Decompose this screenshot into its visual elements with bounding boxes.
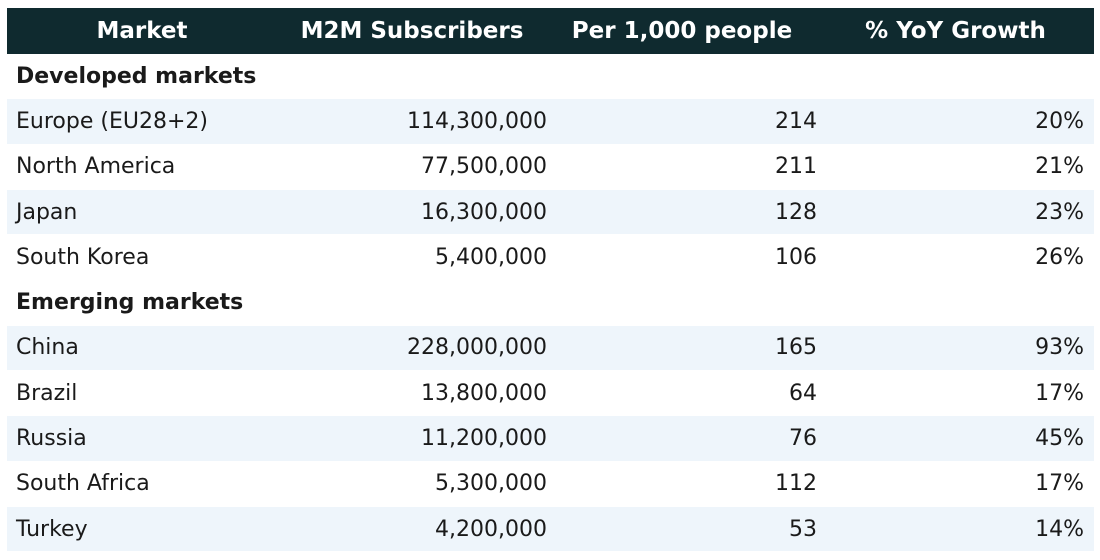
per-thousand-cell: 53 (789, 516, 817, 542)
per-thousand-cell: 76 (789, 426, 817, 452)
table-row: Brazil 13,800,000 64 17% (7, 371, 1094, 417)
market-cell: Brazil (16, 380, 78, 406)
m2m-subscribers-table: Market M2M Subscribers Per 1,000 people … (7, 8, 1094, 553)
per-thousand-cell: 112 (775, 471, 817, 497)
table-header-row: Market M2M Subscribers Per 1,000 people … (7, 8, 1094, 54)
market-cell: South Africa (16, 471, 150, 497)
growth-cell: 14% (1035, 516, 1084, 542)
table-row: Russia 11,200,000 76 45% (7, 416, 1094, 462)
growth-cell: 17% (1035, 471, 1084, 497)
per-thousand-cell: 211 (775, 154, 817, 180)
subscribers-cell: 5,400,000 (435, 244, 547, 270)
market-cell: South Korea (16, 244, 150, 270)
growth-cell: 23% (1035, 199, 1084, 225)
market-cell: Japan (16, 199, 78, 225)
growth-cell: 20% (1035, 108, 1084, 134)
growth-cell: 45% (1035, 426, 1084, 452)
subscribers-cell: 11,200,000 (421, 426, 547, 452)
column-header-subscribers: M2M Subscribers (300, 18, 524, 44)
per-thousand-cell: 128 (775, 199, 817, 225)
market-cell: Turkey (16, 516, 88, 542)
column-header-growth: % YoY Growth (865, 18, 1046, 44)
table-row: South Africa 5,300,000 112 17% (7, 461, 1094, 507)
subscribers-cell: 228,000,000 (407, 335, 547, 361)
section-header-emerging: Emerging markets (7, 280, 1094, 326)
market-cell: China (16, 335, 79, 361)
column-header-market: Market (96, 18, 188, 44)
subscribers-cell: 114,300,000 (407, 108, 547, 134)
table-row: Japan 16,300,000 128 23% (7, 189, 1094, 236)
market-cell: North America (16, 154, 176, 180)
subscribers-cell: 13,800,000 (421, 380, 547, 406)
subscribers-cell: 16,300,000 (421, 199, 547, 225)
per-thousand-cell: 165 (775, 335, 817, 361)
per-thousand-cell: 214 (775, 108, 817, 134)
table-row: Turkey 4,200,000 53 14% (7, 506, 1094, 553)
subscribers-cell: 5,300,000 (435, 471, 547, 497)
section-title: Emerging markets (16, 290, 244, 316)
growth-cell: 93% (1035, 335, 1084, 361)
table-row: South Korea 5,400,000 106 26% (7, 235, 1094, 281)
growth-cell: 26% (1035, 244, 1084, 270)
per-thousand-cell: 106 (775, 244, 817, 270)
section-title: Developed markets (16, 63, 257, 89)
column-header-per-thousand: Per 1,000 people (571, 18, 793, 44)
growth-cell: 21% (1035, 154, 1084, 180)
market-cell: Europe (EU28+2) (16, 108, 208, 134)
market-cell: Russia (16, 426, 87, 452)
subscribers-cell: 4,200,000 (435, 516, 547, 542)
growth-cell: 17% (1035, 380, 1084, 406)
per-thousand-cell: 64 (789, 380, 817, 406)
table-row: Europe (EU28+2) 114,300,000 214 20% (7, 99, 1094, 145)
table-row: China 228,000,000 165 93% (7, 325, 1094, 372)
section-header-developed: Developed markets (7, 54, 1094, 100)
table-row: North America 77,500,000 211 21% (7, 144, 1094, 190)
subscribers-cell: 77,500,000 (421, 154, 547, 180)
